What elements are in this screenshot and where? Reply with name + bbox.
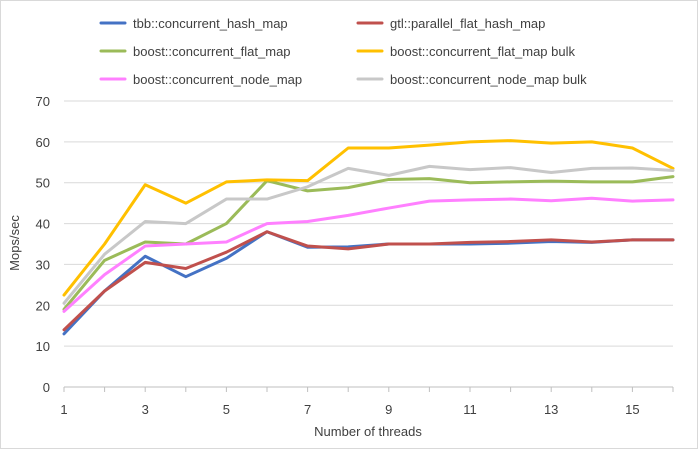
series-line-5 <box>62 164 675 305</box>
x-axis: 1 3 5 7 9 11 13 15 <box>60 386 674 417</box>
y-tick-label: 40 <box>36 217 50 232</box>
x-tick-label: 5 <box>223 402 230 417</box>
series-line-2 <box>62 175 675 311</box>
x-tick-label: 15 <box>625 402 639 417</box>
legend-label: boost::concurrent_flat_map <box>133 44 291 59</box>
x-tick-label: 7 <box>304 402 311 417</box>
series-line-1 <box>62 230 675 332</box>
x-axis-label: Number of threads <box>314 424 422 439</box>
y-tick-label: 20 <box>36 298 50 313</box>
x-tick-label: 3 <box>142 402 149 417</box>
y-tick-label: 50 <box>36 176 50 191</box>
x-tick-label: 9 <box>385 402 392 417</box>
legend-label: tbb::concurrent_hash_map <box>133 16 288 31</box>
legend-label: boost::concurrent_flat_map bulk <box>390 44 575 59</box>
x-tick-label: 1 <box>60 402 67 417</box>
y-tick-label: 60 <box>36 135 50 150</box>
legend: tbb::concurrent_hash_map gtl::parallel_fl… <box>99 16 587 87</box>
series-line-3 <box>62 139 675 297</box>
y-tick-label: 30 <box>36 257 50 272</box>
legend-label: gtl::parallel_flat_hash_map <box>390 16 545 31</box>
x-tick-label: 13 <box>544 402 558 417</box>
series-lines <box>62 139 675 336</box>
y-tick-label: 10 <box>36 339 50 354</box>
y-axis: 0 10 20 30 40 50 60 70 <box>36 94 50 395</box>
legend-label: boost::concurrent_node_map <box>133 72 302 87</box>
series-line-4 <box>62 196 675 313</box>
y-axis-label: Mops/sec <box>7 215 22 271</box>
legend-label: boost::concurrent_node_map bulk <box>390 72 587 87</box>
y-tick-label: 0 <box>43 380 50 395</box>
y-tick-label: 70 <box>36 94 50 109</box>
x-tick-label: 11 <box>463 402 477 417</box>
